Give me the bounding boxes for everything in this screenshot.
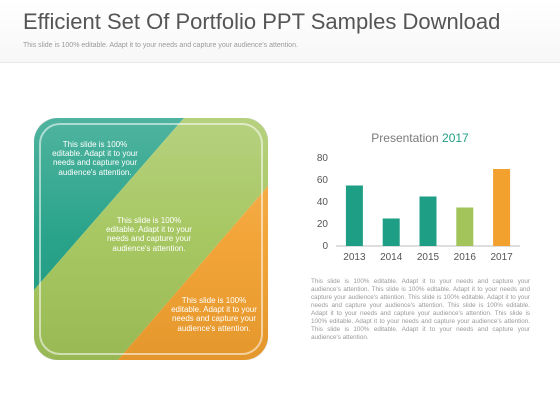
bar bbox=[419, 196, 437, 246]
y-tick-label: 0 bbox=[322, 241, 328, 252]
tile-text-top: This slide is 100% editable. Adapt it to… bbox=[52, 140, 138, 177]
tile-text-bottom: This slide is 100% editable. Adapt it to… bbox=[171, 296, 257, 333]
x-tick-label: 2013 bbox=[343, 252, 366, 263]
bar bbox=[382, 218, 400, 246]
x-tick-label: 2017 bbox=[490, 252, 513, 263]
y-tick-label: 20 bbox=[317, 219, 329, 230]
x-tick-label: 2014 bbox=[380, 252, 403, 263]
title-bar: Efficient Set Of Portfolio PPT Samples D… bbox=[0, 0, 560, 63]
x-tick-label: 2015 bbox=[417, 252, 440, 263]
page-title: Efficient Set Of Portfolio PPT Samples D… bbox=[23, 9, 501, 34]
description-text: This slide is 100% editable. Adapt it to… bbox=[311, 278, 530, 341]
page-subtitle: This slide is 100% editable. Adapt it to… bbox=[23, 42, 298, 49]
x-tick-label: 2016 bbox=[454, 252, 477, 263]
y-tick-label: 60 bbox=[317, 175, 329, 186]
diagonal-tile: This slide is 100% editable. Adapt it to… bbox=[34, 118, 268, 360]
tile-text-middle: This slide is 100% editable. Adapt it to… bbox=[106, 216, 192, 253]
chart-title-label: Presentation bbox=[371, 131, 439, 145]
diagonal-tile-graphic bbox=[34, 118, 268, 360]
bar bbox=[345, 185, 363, 246]
y-tick-label: 40 bbox=[317, 197, 329, 208]
bar-chart: 0 20 40 60 80 2013 2014 2015 2016 2017 bbox=[317, 153, 520, 263]
bar bbox=[456, 207, 474, 246]
chart-title: Presentation 2017 bbox=[300, 131, 540, 145]
bar bbox=[493, 169, 511, 246]
chart-title-year: 2017 bbox=[442, 131, 469, 145]
y-tick-label: 80 bbox=[317, 153, 329, 164]
